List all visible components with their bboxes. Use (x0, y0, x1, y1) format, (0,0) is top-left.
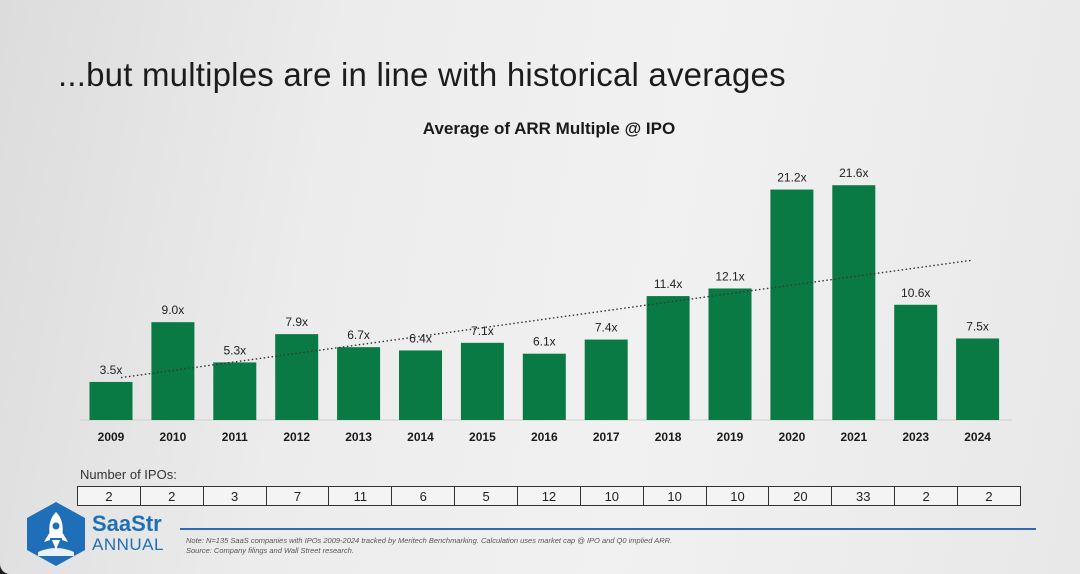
data-label-2011: 5.3x (223, 343, 246, 357)
ipo-count-cell-2010: 2 (141, 487, 204, 505)
bar-chart: Average of ARR Multiple @ IPO 3.5x 9.0x 5.… (80, 119, 1012, 444)
ipo-count-cell-2012: 7 (267, 487, 330, 505)
data-label-2018: 11.4x (654, 277, 682, 291)
bar-2013 (337, 347, 381, 420)
data-label-2012: 7.9x (285, 315, 308, 329)
ipo-count-cell-2011: 3 (204, 487, 267, 505)
ipo-count-cell-2009: 2 (78, 487, 141, 505)
data-label-2013: 6.7x (347, 328, 370, 342)
bar-2016 (522, 353, 566, 420)
ipo-count-cell-2019: 10 (707, 487, 770, 505)
data-label-2020: 21.2x (777, 171, 806, 185)
ipo-count-cell-2024: 2 (985, 488, 993, 504)
bar-2009 (89, 381, 133, 420)
x-tick-2017: 2017 (593, 430, 620, 444)
data-label-2010: 9.0x (162, 303, 185, 317)
ipo-count-cell-2020: 20 (769, 487, 833, 505)
bar-2021 (832, 185, 876, 420)
bar-2017 (584, 339, 628, 420)
x-tick-2018: 2018 (655, 430, 682, 444)
data-label-2016: 6.1x (533, 335, 556, 349)
x-tick-2023: 2023 (902, 430, 929, 444)
x-tick-2016: 2016 (531, 430, 558, 444)
ipo-count-cell-2016: 12 (518, 487, 581, 505)
footnote: Note: N=135 SaaS companies with IPOs 200… (186, 536, 672, 556)
x-tick-2024: 2024 (964, 430, 991, 444)
footnote-source: Source: Company filings and Wall Street … (186, 546, 354, 555)
data-label-2024: 7.5x (966, 319, 989, 333)
data-label-2009: 3.5x (100, 363, 123, 377)
bar-2019 (708, 288, 752, 420)
bar-2015 (460, 342, 504, 420)
bar-2012 (275, 334, 319, 420)
brand-subtitle: ANNUAL (92, 535, 164, 554)
bar-2011 (213, 362, 257, 420)
x-tick-2014: 2014 (407, 430, 434, 444)
x-tick-2019: 2019 (717, 430, 744, 444)
ipo-count-cell-2015: 5 (455, 487, 519, 505)
x-tick-2013: 2013 (345, 430, 372, 444)
footer-divider (180, 528, 1036, 530)
x-tick-2010: 2010 (160, 430, 187, 444)
ipo-count-cell-2023: 2 (895, 487, 959, 505)
ipo-count-cell-2021: 33 (832, 487, 896, 505)
ipo-count-cell-2013: 11 (329, 487, 393, 505)
x-tick-2011: 2011 (222, 430, 248, 444)
x-tick-2020: 2020 (779, 430, 806, 444)
x-tick-2009: 2009 (98, 430, 125, 444)
x-tick-2012: 2012 (283, 430, 310, 444)
bar-2024 (956, 338, 1000, 420)
data-label-2019: 12.1x (715, 269, 744, 283)
data-label-2015: 7.1x (471, 324, 494, 338)
saastr-logo-icon (27, 502, 85, 566)
footnote-note: Note: N=135 SaaS companies with IPOs 200… (186, 536, 673, 545)
brand-name: SaaStr (92, 511, 162, 536)
ipo-count-cell-2017: 10 (581, 487, 644, 505)
ipo-count-cell-2018: 10 (644, 487, 707, 505)
bar-2018 (646, 296, 690, 420)
x-tick-2021: 2021 (840, 430, 867, 444)
data-label-2014: 6.4x (409, 331, 432, 345)
x-tick-2015: 2015 (469, 430, 496, 444)
slide-title: ...but multiples are in line with histor… (58, 56, 786, 93)
data-label-2021: 21.6x (839, 166, 868, 180)
bar-2023 (894, 304, 938, 420)
chart-title: Average of ARR Multiple @ IPO (423, 119, 675, 138)
ipo-count-label: Number of IPOs: (80, 467, 177, 482)
ipo-count-cell-2014: 6 (392, 487, 456, 505)
bar-2020 (770, 189, 814, 420)
ipo-count-table: 2 2 3 7 11 6 5 12 10 10 10 20 33 2 2 (77, 486, 1021, 506)
data-label-2017: 7.4x (595, 321, 618, 335)
bar-2014 (399, 350, 442, 420)
data-label-2023: 10.6x (901, 286, 930, 300)
